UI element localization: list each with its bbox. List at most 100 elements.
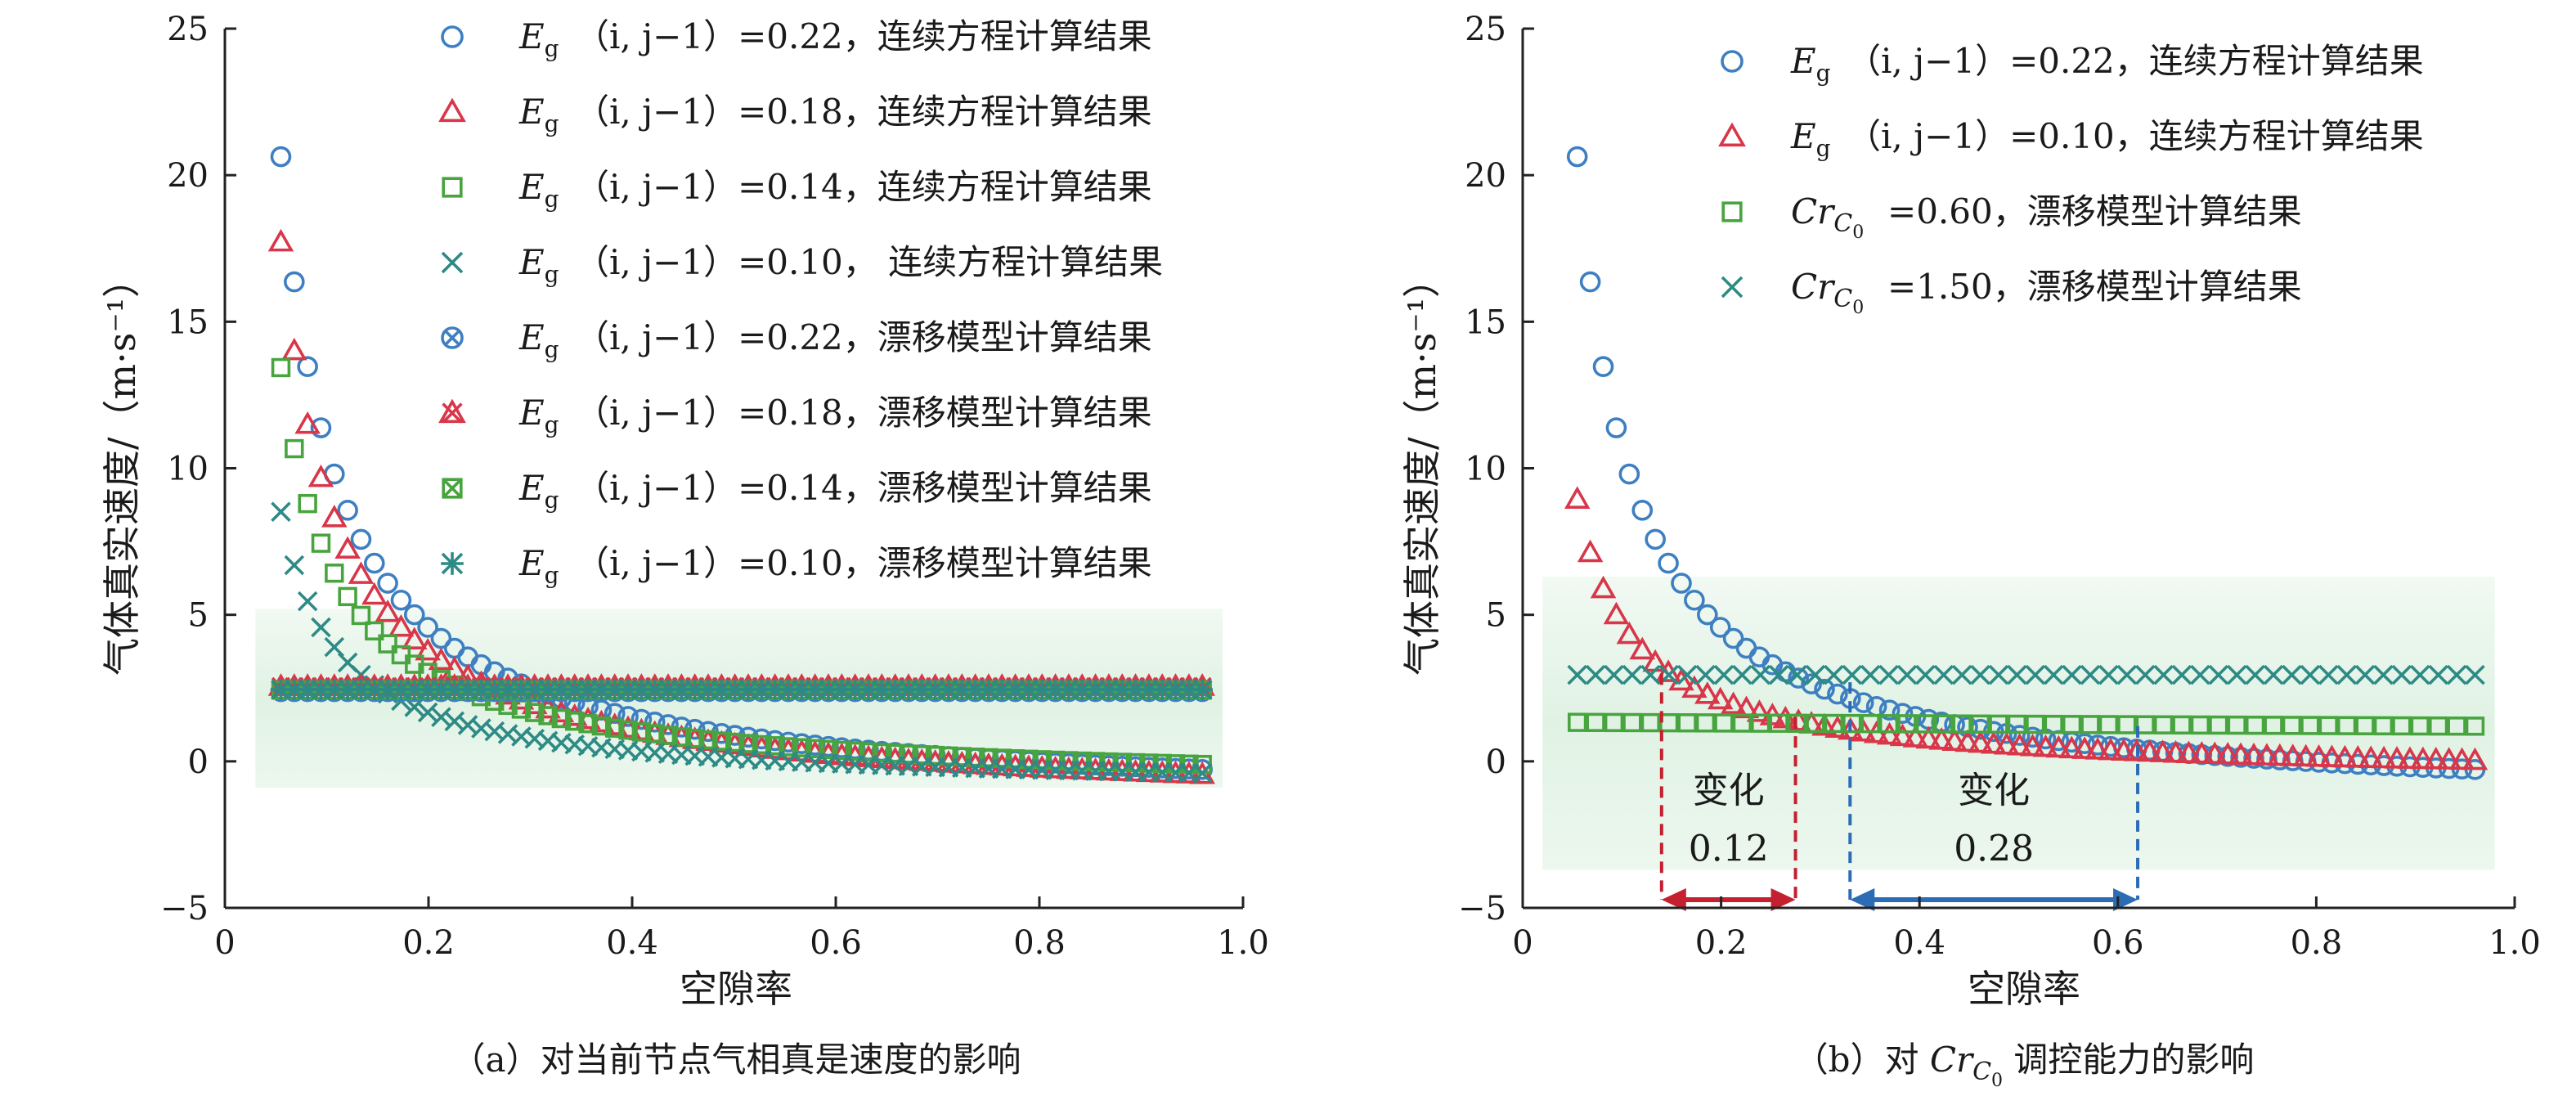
data-point: [294, 411, 321, 434]
data-point: [2384, 746, 2410, 769]
legend-label: （i, j−1）=0.22，连续方程计算结果: [1847, 41, 2424, 81]
y-tick-label: 10: [1465, 451, 1506, 488]
data-point: [1988, 664, 2009, 685]
data-point: [2279, 743, 2306, 766]
data-point: [2153, 664, 2174, 685]
legend-entry: Eg （i, j−1）=0.10，连续方程计算结果: [1718, 116, 2424, 162]
data-point: [1842, 664, 1863, 685]
data-point: [845, 741, 865, 761]
x-tick-label: 0: [1512, 924, 1533, 962]
data-point: [1896, 664, 1918, 685]
data-point: [2117, 715, 2137, 734]
data-point: [307, 464, 334, 487]
y-tick-label: −5: [160, 890, 209, 928]
data-point: [1671, 573, 1692, 594]
data-point: [298, 493, 317, 514]
shaded-band-b: [1542, 577, 2495, 870]
data-point: [1592, 356, 1614, 378]
data-point: [378, 634, 397, 654]
data-point: [1577, 539, 1604, 563]
data-point: [334, 536, 361, 559]
data-point: [1951, 664, 1972, 685]
x-tick-label: 0.6: [2092, 924, 2144, 962]
y-axis-title-b: 气体真实速度/（m·s⁻¹）: [1400, 260, 1444, 676]
data-point: [415, 637, 441, 661]
y-tick-label: 25: [1465, 11, 1506, 48]
legend-symbol-eg: Eg: [518, 393, 559, 438]
data-point: [939, 746, 958, 766]
data-point: [2241, 742, 2267, 766]
data-point: [2209, 715, 2228, 735]
data-point: [2336, 716, 2357, 735]
data-point: [297, 356, 318, 378]
data-point: [1785, 708, 1811, 731]
data-point: [2300, 664, 2321, 685]
legend-label: =1.50，漂移模型计算结果: [1887, 267, 2302, 307]
data-point: [2022, 726, 2044, 748]
data-point: [1952, 714, 1972, 734]
data-point: [2071, 736, 2098, 759]
data-point: [2175, 740, 2202, 764]
data-point: [1629, 636, 1656, 660]
data-point: [2136, 739, 2163, 762]
data-point: [285, 438, 304, 459]
data-point: [1915, 664, 1936, 685]
data-point: [350, 528, 372, 550]
data-point: [1811, 712, 1838, 736]
legend-marker: [441, 251, 464, 274]
x-tick-label: 0.8: [1013, 924, 1066, 962]
data-point: [1806, 713, 1825, 734]
y-tick-label: 0: [188, 743, 209, 781]
data-point: [832, 740, 852, 761]
data-point: [2006, 732, 2033, 756]
series-x-3: [1567, 664, 2485, 685]
data-point: [337, 500, 358, 521]
data-point: [2007, 714, 2027, 734]
legend-label: =0.60，漂移模型计算结果: [1887, 191, 2302, 231]
data-point: [297, 591, 318, 612]
data-point: [1668, 667, 1694, 691]
data-point: [375, 599, 401, 622]
data-point: [1732, 713, 1752, 733]
legend-label: （i, j−1）=0.14，漂移模型计算结果: [575, 468, 1152, 508]
data-point: [2026, 714, 2045, 734]
data-point: [2282, 716, 2302, 735]
data-point: [2058, 735, 2085, 759]
data-point: [1915, 714, 1936, 734]
data-point: [267, 228, 294, 252]
legend-label: （i, j−1）=0.10， 连续方程计算结果: [575, 242, 1163, 282]
data-point: [2397, 746, 2423, 769]
annotations-b: 变化 0.12 变化 0.28: [1659, 673, 2140, 911]
data-point: [912, 745, 931, 765]
y-tick-label: 15: [1465, 303, 1506, 341]
data-point: [2085, 737, 2111, 760]
caption-b: （b）对 CrC0 调控能力的影响: [1794, 1040, 2255, 1091]
data-point: [1878, 664, 1899, 685]
data-point: [1707, 686, 1734, 710]
legend-marker: [441, 326, 464, 349]
data-point: [271, 501, 291, 523]
data-point: [617, 706, 639, 727]
data-point: [1954, 729, 1981, 752]
data-point: [1928, 727, 1954, 750]
data-point: [1677, 713, 1697, 733]
legend-entry: Eg （i, j−1）=0.22，连续方程计算结果: [441, 16, 1152, 62]
legend-symbol-eg: Eg: [518, 167, 559, 213]
data-point: [1694, 681, 1721, 704]
data-point: [1968, 730, 1994, 753]
data-point: [2410, 746, 2436, 770]
data-point: [417, 617, 438, 638]
data-point: [1645, 528, 1666, 550]
data-point: [992, 748, 1012, 768]
data-point: [430, 627, 452, 649]
data-point: [885, 743, 905, 763]
legend-label: （i, j−1）=0.18，漂移模型计算结果: [575, 393, 1152, 433]
data-point: [2336, 664, 2357, 685]
data-point: [671, 727, 692, 747]
data-point: [2208, 664, 2229, 685]
data-point: [2080, 715, 2100, 734]
data-point: [1915, 725, 1942, 749]
data-point: [284, 555, 305, 576]
